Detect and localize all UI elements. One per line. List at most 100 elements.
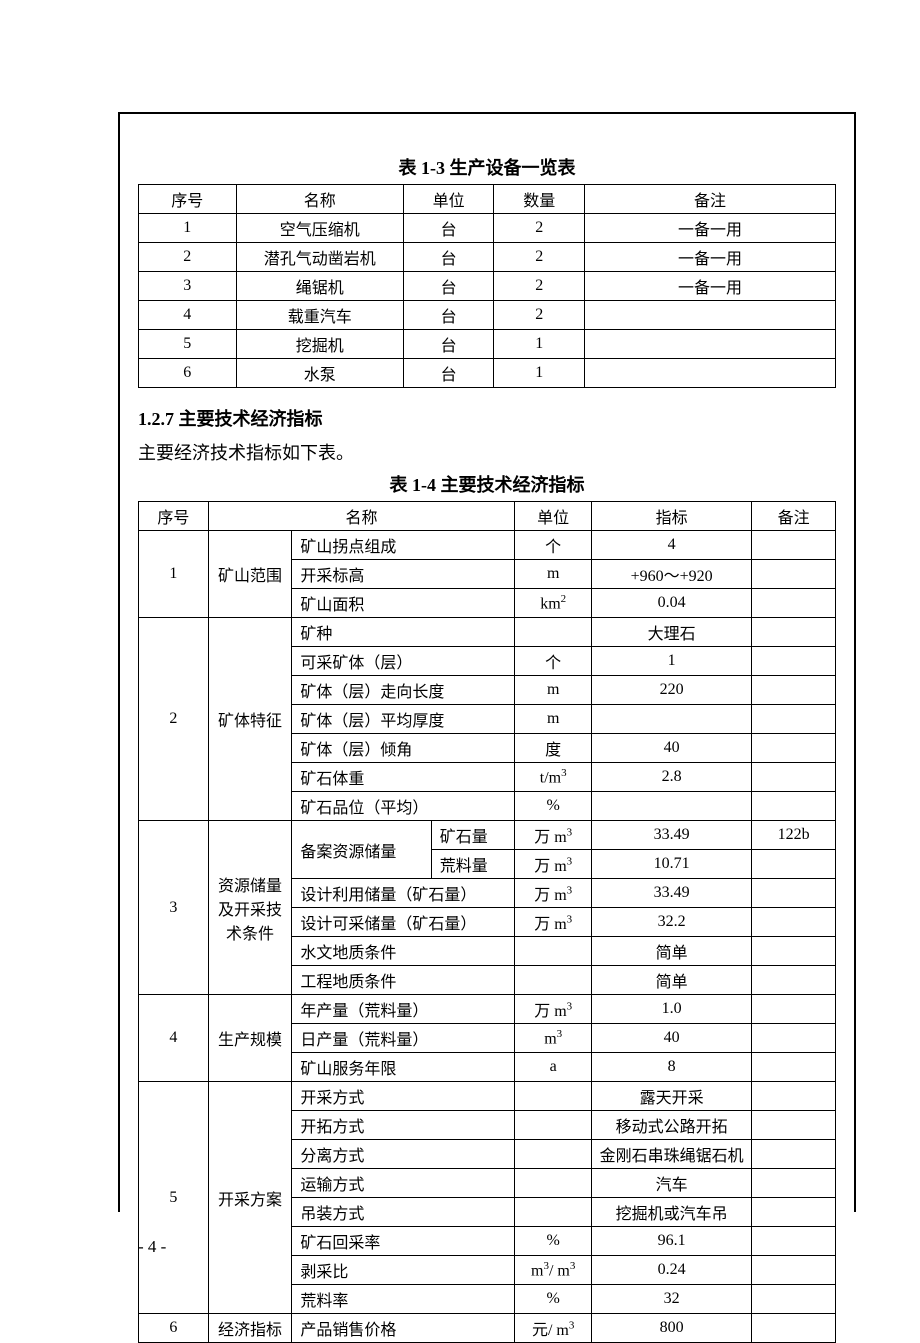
cell-seq: 1 xyxy=(139,214,237,243)
cell-name: 水文地质条件 xyxy=(292,937,515,966)
cell-unit xyxy=(515,1140,592,1169)
cell-val: 8 xyxy=(592,1053,752,1082)
cell-name: 可采矿体（层） xyxy=(292,647,515,676)
cell-name: 年产量（荒料量） xyxy=(292,995,515,1024)
cell-note xyxy=(752,1111,836,1140)
cell-val: 露天开采 xyxy=(592,1082,752,1111)
cell-seq: 4 xyxy=(139,995,209,1082)
th-unit: 单位 xyxy=(403,185,494,214)
cell-unit xyxy=(515,1111,592,1140)
cell-note: 一备一用 xyxy=(585,272,836,301)
cell-val: 220 xyxy=(592,676,752,705)
cell-note xyxy=(752,1198,836,1227)
table-header-row: 序号 名称 单位 数量 备注 xyxy=(139,185,836,214)
cell-qty: 1 xyxy=(494,330,585,359)
cell-unit: 个 xyxy=(515,647,592,676)
cell-note xyxy=(752,1169,836,1198)
cell-note: 122b xyxy=(752,821,836,850)
cell-val: 40 xyxy=(592,734,752,763)
cell-note xyxy=(752,1082,836,1111)
cell-seq: 5 xyxy=(139,1082,209,1314)
cell-unit: 台 xyxy=(403,359,494,388)
cell-note xyxy=(752,879,836,908)
th-val: 指标 xyxy=(592,502,752,531)
table-row: 6 经济指标 产品销售价格 元/ m3 800 xyxy=(139,1314,836,1343)
cell-name: 开采标高 xyxy=(292,560,515,589)
cell-name: 矿体（层）倾角 xyxy=(292,734,515,763)
cell-note xyxy=(585,301,836,330)
th-name: 名称 xyxy=(236,185,403,214)
cell-seq: 1 xyxy=(139,531,209,618)
cell-val: 10.71 xyxy=(592,850,752,879)
cell-name: 潜孔气动凿岩机 xyxy=(236,243,403,272)
table-row: 2潜孔气动凿岩机台2一备一用 xyxy=(139,243,836,272)
cell-name: 工程地质条件 xyxy=(292,966,515,995)
cell-name: 挖掘机 xyxy=(236,330,403,359)
cell-note xyxy=(752,908,836,937)
cell-name: 载重汽车 xyxy=(236,301,403,330)
cell-qty: 2 xyxy=(494,301,585,330)
th-unit: 单位 xyxy=(515,502,592,531)
cell-val: 挖掘机或汽车吊 xyxy=(592,1198,752,1227)
table-row: 3 资源储量及开采技术条件 备案资源储量 矿石量 万 m3 33.49 122b xyxy=(139,821,836,850)
cell-val: 40 xyxy=(592,1024,752,1053)
cell-note xyxy=(752,1053,836,1082)
cell-seq: 5 xyxy=(139,330,237,359)
cell-unit xyxy=(515,1082,592,1111)
th-note: 备注 xyxy=(752,502,836,531)
cell-seq: 2 xyxy=(139,618,209,821)
cell-unit: 台 xyxy=(403,330,494,359)
cell-note xyxy=(752,1285,836,1314)
table-indicators: 序号 名称 单位 指标 备注 1 矿山范围 矿山拐点组成 个 4 开采标高 m … xyxy=(138,501,836,1343)
cell-name: 吊装方式 xyxy=(292,1198,515,1227)
table2-caption: 表 1-4 主要技术经济指标 xyxy=(138,471,836,497)
table-row: 4载重汽车台2 xyxy=(139,301,836,330)
cell-val: 0.04 xyxy=(592,589,752,618)
cell-seq: 3 xyxy=(139,272,237,301)
cell-val: 33.49 xyxy=(592,879,752,908)
cell-unit xyxy=(515,1198,592,1227)
table-row: 1空气压缩机台2一备一用 xyxy=(139,214,836,243)
cell-note xyxy=(752,705,836,734)
cell-val xyxy=(592,705,752,734)
cell-note xyxy=(752,763,836,792)
cell-unit xyxy=(515,937,592,966)
cell-sub: 荒料量 xyxy=(431,850,515,879)
cell-note xyxy=(752,531,836,560)
cell-unit: m3 xyxy=(515,1024,592,1053)
cell-val: 简单 xyxy=(592,937,752,966)
table-equipment: 序号 名称 单位 数量 备注 1空气压缩机台2一备一用 2潜孔气动凿岩机台2一备… xyxy=(138,184,836,388)
cell-sub: 矿石量 xyxy=(431,821,515,850)
cell-name: 矿种 xyxy=(292,618,515,647)
page-frame: 表 1-3 生产设备一览表 序号 名称 单位 数量 备注 1空气压缩机台2一备一… xyxy=(118,112,856,1212)
cell-unit: 万 m3 xyxy=(515,850,592,879)
cell-name: 水泵 xyxy=(236,359,403,388)
cell-val: 1 xyxy=(592,647,752,676)
cell-val: 2.8 xyxy=(592,763,752,792)
cell-seq: 6 xyxy=(139,1314,209,1343)
cell-val: 汽车 xyxy=(592,1169,752,1198)
th-name: 名称 xyxy=(208,502,515,531)
cell-note xyxy=(752,966,836,995)
cell-unit: a xyxy=(515,1053,592,1082)
cell-note xyxy=(752,560,836,589)
cell-name: 矿石品位（平均） xyxy=(292,792,515,821)
cell-note xyxy=(752,589,836,618)
cell-unit xyxy=(515,1169,592,1198)
cell-name: 运输方式 xyxy=(292,1169,515,1198)
cell-note xyxy=(752,1024,836,1053)
cell-name: 备案资源储量 xyxy=(292,821,431,879)
cell-group: 经济指标 xyxy=(208,1314,292,1343)
cell-note xyxy=(752,1256,836,1285)
cell-unit: % xyxy=(515,792,592,821)
cell-name: 空气压缩机 xyxy=(236,214,403,243)
cell-name: 矿山拐点组成 xyxy=(292,531,515,560)
cell-qty: 2 xyxy=(494,272,585,301)
cell-unit: m3/ m3 xyxy=(515,1256,592,1285)
cell-unit: 万 m3 xyxy=(515,879,592,908)
cell-name: 产品销售价格 xyxy=(292,1314,515,1343)
cell-val xyxy=(592,792,752,821)
cell-group: 矿山范围 xyxy=(208,531,292,618)
cell-val: +960～+920 xyxy=(592,560,752,589)
cell-unit: 台 xyxy=(403,301,494,330)
